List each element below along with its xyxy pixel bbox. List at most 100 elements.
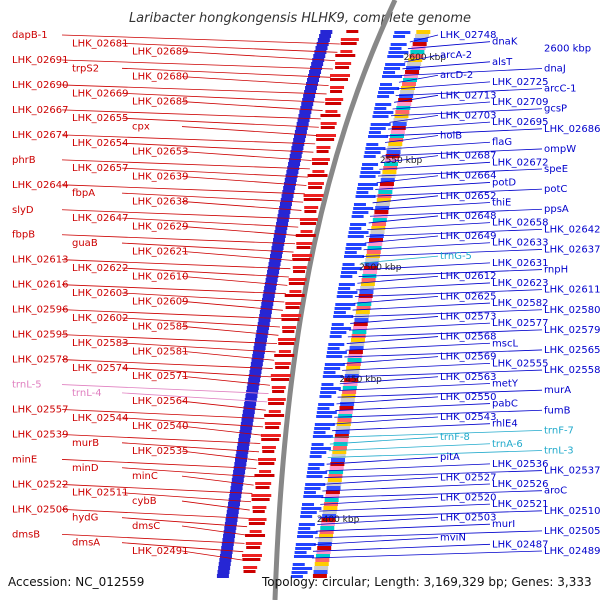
forward-gene-mark xyxy=(243,570,256,573)
right-label-line xyxy=(352,302,491,311)
content-track-mark xyxy=(279,202,292,206)
content-track-mark xyxy=(370,230,385,234)
forward-gene-mark xyxy=(284,294,305,297)
reverse-gene-mark xyxy=(326,351,347,354)
forward-gene-mark xyxy=(282,326,297,329)
reverse-gene-mark xyxy=(337,291,358,294)
content-track-mark xyxy=(340,398,355,402)
content-track-mark xyxy=(244,402,257,406)
content-track-mark xyxy=(320,526,335,530)
right-gene-label: LHK_02703 xyxy=(440,110,496,121)
left-gene-label: LHK_02647 xyxy=(72,213,128,224)
reverse-gene-mark xyxy=(384,67,401,70)
content-track-mark xyxy=(357,302,372,306)
forward-gene-mark xyxy=(243,566,258,569)
content-track-mark xyxy=(390,134,405,138)
forward-gene-mark xyxy=(271,386,286,389)
right-label-line xyxy=(389,115,439,123)
accession-label: Accession: NC_012559 xyxy=(8,575,144,589)
kbp-tick-label: 2500 kbp xyxy=(359,263,402,273)
forward-gene-mark xyxy=(264,422,281,425)
content-track-mark xyxy=(304,90,317,94)
left-gene-label: murB xyxy=(72,438,99,449)
left-gene-label: LHK_02638 xyxy=(132,196,188,207)
right-gene-label: aroC xyxy=(544,486,567,497)
right-label-line xyxy=(361,255,439,264)
right-label-line xyxy=(328,443,491,452)
reverse-gene-mark xyxy=(297,531,318,534)
right-gene-label: trnA-6 xyxy=(492,439,523,450)
content-track-mark xyxy=(385,154,400,158)
left-label-line xyxy=(181,350,275,361)
content-track-mark xyxy=(399,94,414,98)
reverse-gene-mark xyxy=(309,455,322,458)
left-gene-label: LHK_02610 xyxy=(132,271,188,282)
left-gene-label: LHK_02655 xyxy=(72,113,128,124)
right-label-line xyxy=(377,168,543,177)
left-gene-label: LHK_02654 xyxy=(72,138,128,149)
right-gene-label: LHK_02536 xyxy=(492,459,548,470)
content-track-mark xyxy=(389,138,404,142)
right-gene-label: LHK_02563 xyxy=(440,372,496,383)
right-gene-label: LHK_02642 xyxy=(544,224,600,235)
content-track-mark xyxy=(331,454,346,458)
content-track-mark xyxy=(366,250,381,254)
kbp-tick-label: 2550 kbp xyxy=(380,156,423,166)
reverse-gene-mark xyxy=(295,547,312,550)
forward-gene-mark xyxy=(261,446,276,449)
reverse-gene-mark xyxy=(308,463,325,466)
content-track-mark xyxy=(338,414,353,418)
content-track-mark xyxy=(367,246,382,250)
right-label-line xyxy=(392,101,491,110)
content-track-mark xyxy=(342,386,357,390)
content-track-mark xyxy=(221,542,234,546)
content-track-mark xyxy=(281,194,294,198)
content-track-mark xyxy=(282,190,295,194)
content-track-mark xyxy=(221,546,234,550)
right-gene-label: LHK_02649 xyxy=(440,231,496,242)
left-gene-label: LHK_02689 xyxy=(132,47,188,58)
right-gene-label: dnaK xyxy=(492,37,518,48)
left-label-line xyxy=(61,34,340,45)
reverse-gene-mark xyxy=(300,515,313,518)
content-track-mark xyxy=(354,318,369,322)
content-track-mark xyxy=(386,150,401,154)
content-track-mark xyxy=(294,134,307,138)
left-label-line xyxy=(181,226,297,236)
reverse-gene-mark xyxy=(356,191,369,194)
content-track-mark xyxy=(359,290,374,294)
left-label-line xyxy=(181,425,262,436)
left-label-line xyxy=(181,475,254,486)
content-track-mark xyxy=(279,206,292,210)
right-gene-label: LHK_02568 xyxy=(440,332,496,343)
reverse-gene-mark xyxy=(292,563,305,566)
content-track-mark xyxy=(246,386,259,390)
forward-gene-mark xyxy=(307,174,328,177)
forward-gene-mark xyxy=(246,546,261,549)
right-label-line xyxy=(386,128,543,137)
forward-gene-mark xyxy=(274,362,291,365)
content-track-mark xyxy=(410,50,425,54)
left-gene-label: LHK_02539 xyxy=(12,429,68,440)
left-label-line xyxy=(181,51,336,62)
genome-backbone xyxy=(272,0,398,600)
content-track-mark xyxy=(223,530,236,534)
left-label-line xyxy=(61,134,316,145)
right-label-line xyxy=(395,88,543,97)
forward-gene-mark xyxy=(299,218,318,221)
right-gene-label: LHK_02612 xyxy=(440,271,496,282)
content-track-mark xyxy=(322,514,337,518)
left-gene-label: hydG xyxy=(72,513,98,524)
content-track-mark xyxy=(318,538,333,542)
left-gene-label: dmsB xyxy=(12,529,40,540)
forward-gene-mark xyxy=(270,374,291,377)
reverse-gene-mark xyxy=(328,343,345,346)
content-track-mark xyxy=(306,82,319,86)
content-track-mark xyxy=(311,62,324,66)
content-track-mark xyxy=(312,574,327,578)
feature-tracks xyxy=(216,30,431,578)
reverse-gene-mark xyxy=(362,163,379,166)
left-label-line xyxy=(121,92,325,103)
left-label-line xyxy=(121,117,319,128)
left-gene-label: LHK_02544 xyxy=(72,413,128,424)
